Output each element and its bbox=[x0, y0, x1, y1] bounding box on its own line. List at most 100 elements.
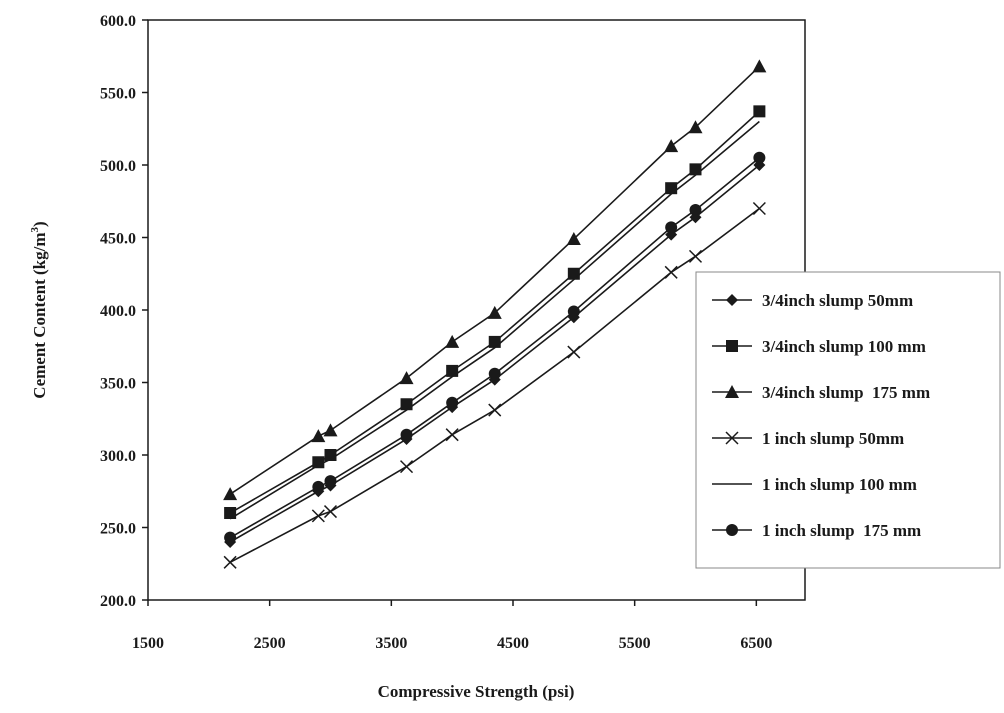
series-6 bbox=[224, 151, 766, 544]
x-marker-stroke bbox=[223, 555, 237, 569]
series-line bbox=[229, 120, 760, 520]
y-tick-label: 200.0 bbox=[100, 593, 136, 610]
data-point bbox=[224, 507, 237, 519]
x-marker-stroke bbox=[752, 201, 766, 216]
data-point bbox=[224, 531, 237, 544]
series-3 bbox=[223, 59, 767, 501]
x-marker-stroke bbox=[567, 345, 581, 359]
data-point bbox=[446, 396, 459, 409]
legend-item: 3/4inch slump 100 mm bbox=[712, 337, 926, 356]
legend-swatch-marker bbox=[725, 431, 739, 445]
y-tick-label: 300.0 bbox=[100, 448, 136, 465]
data-point bbox=[752, 59, 767, 73]
data-point bbox=[567, 305, 580, 318]
data-point bbox=[665, 182, 678, 195]
y-axis: 200.0 250.0 300.0 350.0 400.0 450.0 500.0 550.0… bbox=[100, 13, 148, 610]
data-point bbox=[566, 231, 581, 245]
data-point bbox=[223, 487, 238, 501]
y-tick-label: 350.0 bbox=[100, 376, 136, 393]
y-axis-title-end: ) bbox=[30, 221, 49, 227]
y-axis-title-main: Cement Content (kg/m bbox=[30, 232, 49, 398]
data-point bbox=[323, 505, 338, 519]
legend-label: 1 inch slump 175 mm bbox=[762, 521, 921, 540]
x-tick-label: 2500 bbox=[254, 635, 286, 652]
series-line bbox=[229, 110, 760, 514]
legend-label: 3/4inch slump 100 mm bbox=[762, 337, 926, 356]
x-marker-stroke bbox=[400, 460, 414, 474]
legend-label: 3/4inch slump 175 mm bbox=[762, 383, 930, 402]
data-point bbox=[665, 221, 678, 234]
x-tick-label: 4500 bbox=[497, 635, 529, 652]
x-tick-label: 3500 bbox=[375, 635, 407, 652]
legend-swatch-marker bbox=[726, 340, 738, 352]
x-tick-label: 5500 bbox=[619, 635, 651, 652]
legend-item: 1 inch slump 50mm bbox=[712, 429, 904, 448]
data-point bbox=[445, 428, 459, 442]
legend-swatch-marker bbox=[725, 385, 739, 398]
y-axis-title-sup: 3 bbox=[29, 226, 41, 232]
series-line bbox=[229, 65, 760, 495]
data-point bbox=[223, 555, 237, 569]
x-marker-stroke bbox=[311, 509, 325, 523]
y-tick-label: 450.0 bbox=[100, 231, 136, 248]
data-point bbox=[400, 460, 414, 474]
data-point bbox=[664, 265, 678, 279]
legend-item: 3/4inch slump 50mm bbox=[712, 291, 913, 310]
data-point bbox=[324, 475, 337, 488]
series-line bbox=[229, 157, 760, 539]
x-marker-stroke bbox=[688, 249, 703, 263]
legend-item: 1 inch slump 175 mm bbox=[712, 521, 921, 540]
data-point bbox=[753, 151, 766, 164]
data-point bbox=[688, 249, 703, 263]
legend-label: 1 inch slump 100 mm bbox=[762, 475, 917, 494]
x-tick-label: 1500 bbox=[132, 635, 164, 652]
y-tick-label: 550.0 bbox=[100, 86, 136, 103]
data-point bbox=[488, 403, 502, 417]
legend-swatch-marker bbox=[726, 294, 738, 306]
y-tick-label: 250.0 bbox=[100, 521, 136, 538]
data-point bbox=[752, 201, 766, 216]
y-tick-label: 500.0 bbox=[100, 158, 136, 175]
series-5 bbox=[229, 120, 760, 520]
legend-item: 1 inch slump 100 mm bbox=[712, 475, 917, 494]
data-point bbox=[311, 509, 325, 523]
data-point bbox=[753, 105, 766, 118]
x-axis-title: Compressive Strength (psi) bbox=[378, 682, 575, 701]
data-point bbox=[567, 267, 580, 280]
x-marker-stroke bbox=[664, 265, 678, 279]
data-point bbox=[688, 120, 703, 134]
x-marker-stroke bbox=[725, 431, 739, 445]
x-marker-stroke bbox=[445, 428, 459, 442]
series-line bbox=[229, 164, 760, 543]
series-4 bbox=[223, 201, 766, 569]
data-point bbox=[323, 423, 338, 437]
legend: 3/4inch slump 50mm 3/4inch slump 100 mm 3/… bbox=[695, 271, 1001, 569]
legend-box bbox=[695, 271, 1001, 569]
y-tick-label: 400.0 bbox=[100, 303, 136, 320]
data-point bbox=[567, 345, 581, 359]
data-point bbox=[488, 367, 501, 380]
y-tick-label: 600.0 bbox=[100, 13, 136, 30]
legend-label: 3/4inch slump 50mm bbox=[762, 291, 913, 310]
series-layer bbox=[223, 59, 767, 569]
data-point bbox=[446, 364, 459, 377]
x-axis: 1500 2500 3500 4500 5500 6500 bbox=[132, 600, 772, 652]
data-point bbox=[399, 371, 414, 385]
x-marker-stroke bbox=[488, 403, 502, 417]
data-point bbox=[311, 429, 326, 443]
series-line bbox=[229, 207, 760, 564]
data-point bbox=[400, 428, 413, 441]
data-point bbox=[312, 456, 325, 469]
y-axis-title: Cement Content (kg/m3) bbox=[29, 221, 49, 398]
data-point bbox=[689, 203, 702, 216]
data-point bbox=[445, 334, 460, 348]
data-point bbox=[488, 335, 501, 348]
data-point bbox=[487, 305, 502, 319]
legend-label: 1 inch slump 50mm bbox=[762, 429, 904, 448]
x-marker-stroke bbox=[323, 505, 338, 519]
data-point bbox=[689, 163, 702, 176]
x-tick-label: 6500 bbox=[740, 635, 772, 652]
data-point bbox=[664, 139, 679, 153]
